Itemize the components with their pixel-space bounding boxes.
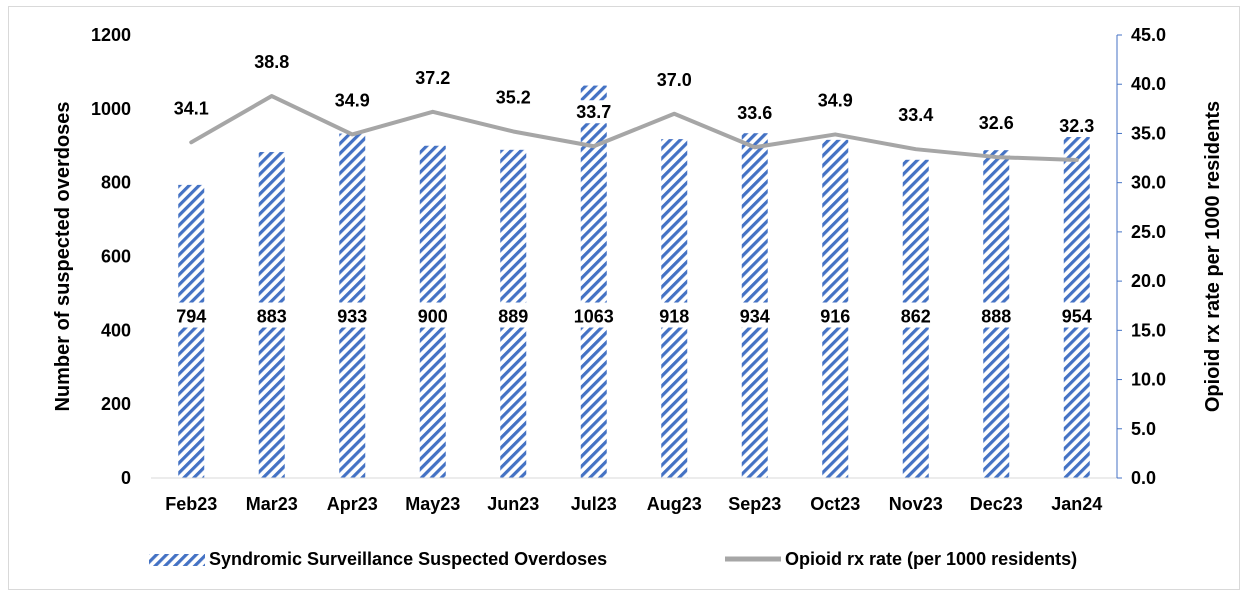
y-axis-title: Number of suspected overdoses	[52, 101, 74, 411]
bar-label-box	[650, 302, 699, 328]
line-label-box	[247, 50, 296, 74]
x-tick-label: Dec23	[970, 494, 1023, 514]
bar-label-box	[1052, 302, 1101, 328]
legend-bar-swatch	[149, 554, 205, 566]
bar-label-box	[891, 302, 940, 328]
line-value-label: 33.6	[737, 103, 772, 123]
line-label-box	[972, 111, 1021, 135]
x-tick-label: Feb23	[165, 494, 217, 514]
x-tick-label: Oct23	[810, 494, 860, 514]
line-label-box	[650, 67, 699, 91]
y-tick-label: 400	[101, 320, 131, 340]
y2-tick-label: 0.0	[1131, 468, 1156, 488]
combo-chart: Feb23 Mar23 Apr23 May23 Jun23 Jul23 Aug23 Sep23…	[52, 25, 1224, 569]
bar-label-box	[247, 302, 296, 328]
bar-label-box	[167, 302, 216, 328]
bar-Jul23	[580, 85, 607, 478]
bar-label-box	[730, 302, 779, 328]
y2-tick-label: 10.0	[1131, 370, 1166, 390]
y2-tick-label: 30.0	[1131, 173, 1166, 193]
chart-container: Feb23 Mar23 Apr23 May23 Jun23 Jul23 Aug23 Sep23…	[8, 6, 1240, 590]
bar-value-label: 794	[176, 307, 206, 327]
bar-value-label: 900	[418, 307, 448, 327]
bar-label-box	[972, 302, 1021, 328]
bar-label-box	[328, 302, 377, 328]
line-value-label: 33.7	[576, 102, 611, 122]
y2-tick-label: 15.0	[1131, 320, 1166, 340]
line-value-label: 37.0	[657, 70, 692, 90]
bar-value-label: 916	[820, 307, 850, 327]
bar-value-label: 862	[901, 307, 931, 327]
x-tick-label: Jul23	[571, 494, 617, 514]
bar-label-box	[811, 302, 860, 328]
x-tick-label: Sep23	[728, 494, 781, 514]
bar-value-label: 1063	[574, 307, 614, 327]
line-value-label: 35.2	[496, 87, 531, 107]
y2-tick-label: 35.0	[1131, 123, 1166, 143]
line-label-box	[569, 100, 618, 124]
bar-label-box	[489, 302, 538, 328]
line-label-box	[489, 85, 538, 109]
y2-tick-label: 5.0	[1131, 419, 1156, 439]
line-value-label: 33.4	[898, 105, 933, 125]
y2-tick-label: 25.0	[1131, 222, 1166, 242]
bar-Jan24	[1063, 125, 1090, 478]
bar-value-label: 888	[981, 307, 1011, 327]
bar-label-box	[408, 302, 457, 328]
line-label-box	[811, 88, 860, 112]
line-label-box	[328, 88, 377, 112]
y-tick-label: 1000	[91, 99, 131, 119]
y-tick-label: 1200	[91, 25, 131, 45]
x-tick-label: Mar23	[246, 494, 298, 514]
line-value-label: 37.2	[415, 68, 450, 88]
line-label-box	[891, 103, 940, 127]
bar-value-label: 933	[337, 307, 367, 327]
bar-value-label: 889	[498, 307, 528, 327]
x-tick-label: Jun23	[487, 494, 539, 514]
bar-Feb23	[178, 184, 205, 479]
y-tick-label: 0	[121, 468, 131, 488]
bar-label-box	[569, 302, 618, 328]
x-tick-label: Nov23	[889, 494, 943, 514]
x-tick-label: Aug23	[647, 494, 702, 514]
line-value-label: 38.8	[254, 52, 289, 72]
line-label-box	[730, 101, 779, 125]
bar-value-label: 934	[740, 307, 770, 327]
legend: Syndromic Surveillance Suspected Overdos…	[149, 549, 1077, 569]
line-label-box	[167, 96, 216, 120]
y2-tick-label: 40.0	[1131, 74, 1166, 94]
legend-line-label: Opioid rx rate (per 1000 residents)	[785, 549, 1077, 569]
y2-tick-label: 45.0	[1131, 25, 1166, 45]
x-tick-label: Jan24	[1051, 494, 1102, 514]
line-label-box	[408, 65, 457, 89]
line-value-label: 34.1	[174, 98, 209, 118]
line-opioid-rx-rate	[189, 94, 1079, 163]
line-value-label: 32.6	[979, 113, 1014, 133]
y-tick-label: 600	[101, 247, 131, 267]
x-tick-label: Apr23	[327, 494, 378, 514]
line-value-label: 34.9	[335, 90, 370, 110]
bar-value-label: 883	[257, 307, 287, 327]
line-label-box	[1052, 114, 1101, 138]
y2-tick-label: 20.0	[1131, 271, 1166, 291]
line-value-label: 34.9	[818, 90, 853, 110]
legend-bar-label: Syndromic Surveillance Suspected Overdos…	[209, 549, 607, 569]
bar-value-label: 954	[1062, 307, 1092, 327]
bar-value-label: 918	[659, 307, 689, 327]
line-value-label: 32.3	[1059, 116, 1094, 136]
y-tick-label: 200	[101, 394, 131, 414]
y2-axis-title: Opioid rx rate per 1000 residents	[1202, 101, 1224, 412]
y-tick-label: 800	[101, 173, 131, 193]
x-tick-label: May23	[405, 494, 460, 514]
